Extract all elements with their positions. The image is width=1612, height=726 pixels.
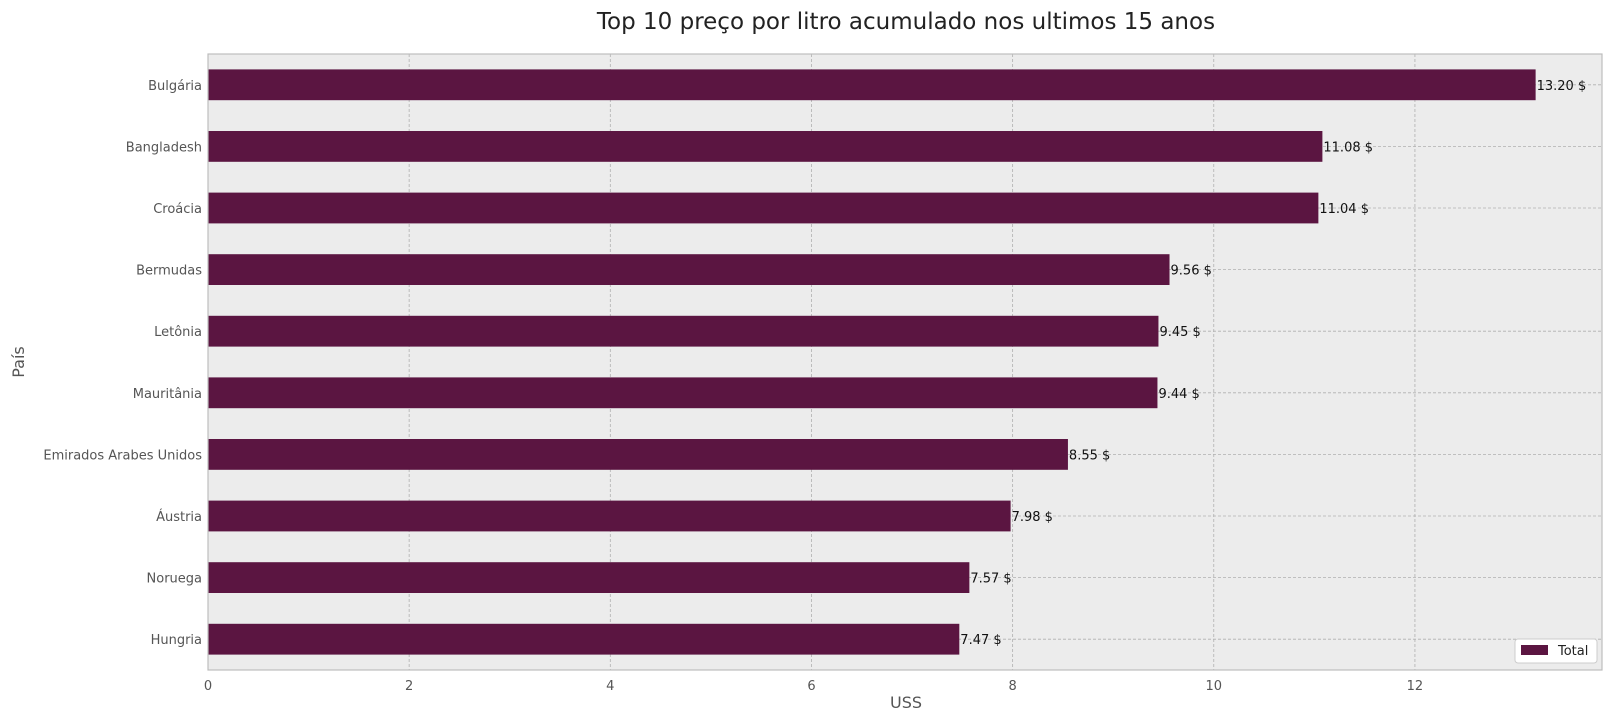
y-tick-label: Bermudas bbox=[136, 264, 202, 279]
bar bbox=[208, 131, 1323, 162]
data-label: 9.45 $ bbox=[1159, 325, 1200, 340]
bar bbox=[208, 69, 1536, 101]
y-tick-label: Noruega bbox=[147, 572, 202, 587]
bar bbox=[208, 500, 1011, 532]
x-tick-label: 0 bbox=[204, 679, 212, 694]
x-tick-label: 8 bbox=[1008, 679, 1016, 694]
y-tick-labels: Bulgária Bangladesh Croácia Bermudas Letônia… bbox=[43, 79, 202, 648]
bar bbox=[208, 623, 960, 655]
data-label: 8.55 $ bbox=[1069, 448, 1110, 463]
x-tick-label: 12 bbox=[1407, 679, 1424, 694]
legend-swatch bbox=[1521, 645, 1548, 655]
data-label: 9.56 $ bbox=[1171, 264, 1212, 279]
plot-frame bbox=[207, 53, 1603, 671]
y-tick-label: Hungria bbox=[151, 633, 202, 648]
chart-title: Top 10 preço por litro acumulado nos ult… bbox=[596, 9, 1215, 35]
y-tick-label: Letônia bbox=[154, 325, 202, 340]
x-axis-label: USS bbox=[890, 693, 922, 712]
x-tick-label: 4 bbox=[606, 679, 614, 694]
data-label: 11.08 $ bbox=[1323, 140, 1373, 155]
x-tick-label: 10 bbox=[1205, 679, 1222, 694]
data-label: 7.47 $ bbox=[960, 633, 1001, 648]
bar bbox=[208, 315, 1159, 347]
y-tick-label: Mauritânia bbox=[133, 387, 202, 402]
x-tick-labels: 0 2 4 6 8 10 12 bbox=[204, 679, 1423, 694]
bar bbox=[208, 377, 1158, 409]
bar bbox=[208, 192, 1319, 224]
data-label: 7.98 $ bbox=[1012, 510, 1053, 525]
bar bbox=[208, 439, 1068, 470]
bar bbox=[208, 562, 970, 593]
data-labels: 13.20 $ 11.08 $ 11.04 $ 9.56 $ 9.45 $ 9.44 $ 8… bbox=[960, 79, 1586, 648]
y-tick-label: Emirados Arabes Unidos bbox=[43, 448, 202, 463]
data-label: 13.20 $ bbox=[1537, 79, 1587, 94]
data-label: 11.04 $ bbox=[1319, 202, 1369, 217]
legend-label: Total bbox=[1557, 644, 1588, 659]
y-tick-label: Bangladesh bbox=[126, 140, 202, 155]
legend: Total bbox=[1514, 638, 1598, 664]
bar bbox=[208, 254, 1170, 285]
y-tick-label: Croácia bbox=[153, 202, 202, 217]
y-tick-label: Áustria bbox=[156, 509, 202, 525]
y-tick-label: Bulgária bbox=[148, 79, 202, 94]
data-label: 7.57 $ bbox=[970, 572, 1011, 587]
x-tick-label: 6 bbox=[807, 679, 815, 694]
data-label: 9.44 $ bbox=[1158, 387, 1199, 402]
bars bbox=[208, 69, 1536, 655]
x-tick-label: 2 bbox=[405, 679, 413, 694]
y-axis-label: País bbox=[9, 346, 28, 378]
